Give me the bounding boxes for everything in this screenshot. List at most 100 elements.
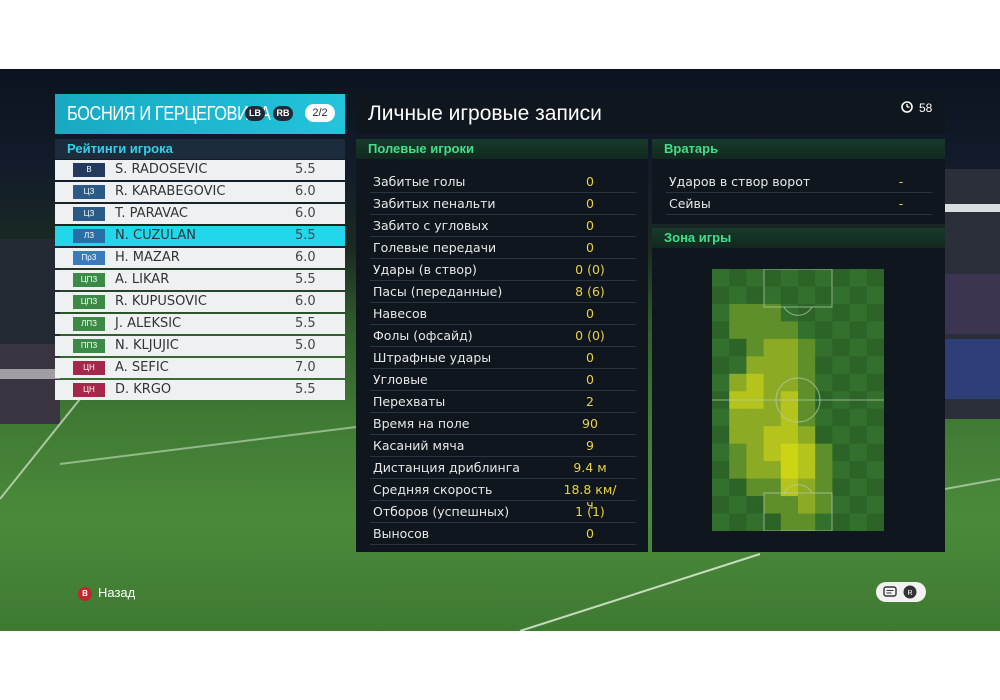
heatmap-cell <box>712 321 730 340</box>
stat-value: 1 (1) <box>575 504 605 519</box>
heatmap-cell <box>763 461 782 480</box>
stat-value: 18.8 км/ч <box>563 482 617 512</box>
player-name: R. KUPUSOVIC <box>115 294 207 309</box>
stat-row: Фолы (офсайд) 0 (0) <box>370 325 636 347</box>
ratings-title: Рейтинги игрока <box>55 139 345 159</box>
player-name: T. PARAVAC <box>115 206 188 221</box>
heatmap-cell <box>849 513 868 531</box>
player-row[interactable]: ЦЗ R. KARABEGOVIC 6.0 <box>55 182 345 202</box>
stat-value: 9.4 м <box>573 460 607 475</box>
player-row[interactable]: ЛПЗ J. ALEKSIC 5.5 <box>55 314 345 334</box>
heatmap-cell <box>746 356 765 375</box>
heatmap-cell <box>746 496 765 515</box>
goalkeeper-stat-value: - <box>898 174 904 189</box>
heatmap-cell <box>832 513 851 531</box>
clock-icon <box>901 101 913 113</box>
heatmap-cell <box>849 373 868 392</box>
center-circle <box>775 377 821 423</box>
heatmap-cell <box>712 426 730 445</box>
heatmap-pitch <box>712 269 884 531</box>
heatmap-cell <box>712 338 730 357</box>
heatmap-cell <box>763 303 782 322</box>
heatmap-cell <box>780 286 799 305</box>
heatmap-cell <box>832 461 851 480</box>
stadium-background <box>0 169 1000 631</box>
player-name: H. MAZAR <box>115 250 180 265</box>
heatmap-cell <box>798 286 816 305</box>
heatmap-cell <box>729 356 747 375</box>
heatmap-cell <box>798 496 816 515</box>
heatmap-cell <box>798 443 816 462</box>
lb-button[interactable]: LB <box>245 106 265 121</box>
stat-row: Угловые 0 <box>370 369 636 391</box>
player-rating: 5.5 <box>295 316 316 331</box>
player-row[interactable]: ЦН D. KRGO 5.5 <box>55 380 345 400</box>
position-badge: ЦН <box>73 361 105 375</box>
player-row[interactable]: ЦПЗ R. KUPUSOVIC 6.0 <box>55 292 345 312</box>
heatmap-cell <box>729 426 747 445</box>
heatmap-cell <box>798 408 816 427</box>
player-row[interactable]: ЦПЗ A. LIKAR 5.5 <box>55 270 345 290</box>
heatmap-cell <box>763 338 782 357</box>
back-label: Назад <box>98 585 136 600</box>
player-row[interactable]: ППЗ N. KLJUJIC 5.0 <box>55 336 345 356</box>
heatmap-cell <box>746 373 765 392</box>
svg-text:R: R <box>907 590 912 597</box>
heatmap-cell <box>866 426 884 445</box>
player-row[interactable]: ЦН A. SEFIC 7.0 <box>55 358 345 378</box>
b-button-icon: B <box>78 586 92 601</box>
player-row[interactable]: ЦЗ T. PARAVAC 6.0 <box>55 204 345 224</box>
heatmap-cell <box>712 443 730 462</box>
heatmap-cell <box>798 356 816 375</box>
field-players-title: Полевые игроки <box>356 139 648 159</box>
heatmap-cell <box>815 408 833 427</box>
stat-label: Забито с угловых <box>373 218 489 233</box>
top-penalty-arc <box>783 306 813 316</box>
heatmap-cell <box>815 303 833 322</box>
player-row[interactable]: В S. RADOSEVIC 5.5 <box>55 160 345 180</box>
goalkeeper-title: Вратарь <box>652 139 945 159</box>
stat-row: Забито с угловых 0 <box>370 215 636 237</box>
player-name: D. KRGO <box>115 382 172 397</box>
player-rating: 5.0 <box>295 338 316 353</box>
heatmap-cell <box>849 478 868 497</box>
player-name: J. ALEKSIC <box>115 316 182 331</box>
heatmap-cell <box>866 303 884 322</box>
stat-row: Время на поле 90 <box>370 413 636 435</box>
player-name: R. KARABEGOVIC <box>115 184 226 199</box>
player-row[interactable]: ЛЗ N. CUZULAN 5.5 <box>55 226 345 246</box>
position-badge: ЦПЗ <box>73 295 105 309</box>
heatmap-cell <box>866 373 884 392</box>
heatmap-cell <box>866 338 884 357</box>
player-name: S. RADOSEVIC <box>115 162 208 177</box>
player-list: В S. RADOSEVIC 5.5 ЦЗ R. KARABEGOVIC 6.0 ЦЗ T. … <box>55 160 345 402</box>
heatmap-cell <box>849 443 868 462</box>
heatmap-cell <box>780 356 799 375</box>
heatmap-cell <box>815 426 833 445</box>
heatmap-cell <box>849 286 868 305</box>
heatmap-cell <box>815 443 833 462</box>
back-button[interactable]: B Назад <box>78 585 135 601</box>
heatmap-cell <box>815 356 833 375</box>
heatmap-cell <box>866 496 884 515</box>
heatmap-cell <box>866 269 884 287</box>
options-buttons[interactable]: R <box>876 582 926 602</box>
heatmap-cell <box>866 286 884 305</box>
goalkeeper-stat-row: Ударов в створ ворот - <box>666 171 932 193</box>
stat-label: Голевые передачи <box>373 240 497 255</box>
chat-icon: R <box>883 585 917 599</box>
heatmap-cell <box>849 269 868 287</box>
player-row[interactable]: ПрЗ H. MAZAR 6.0 <box>55 248 345 268</box>
heatmap-cell <box>712 513 730 531</box>
position-badge: ЦЗ <box>73 207 105 221</box>
rb-button[interactable]: RB <box>273 106 293 121</box>
heatmap-cell <box>712 303 730 322</box>
player-rating: 5.5 <box>295 162 316 177</box>
heatmap-cell <box>849 338 868 357</box>
heatmap-cell <box>780 513 799 531</box>
stat-value: 90 <box>582 416 598 431</box>
zone-title: Зона игры <box>652 228 945 248</box>
timer: 58 <box>901 99 937 117</box>
heatmap-cell <box>849 426 868 445</box>
heatmap-cell <box>815 478 833 497</box>
